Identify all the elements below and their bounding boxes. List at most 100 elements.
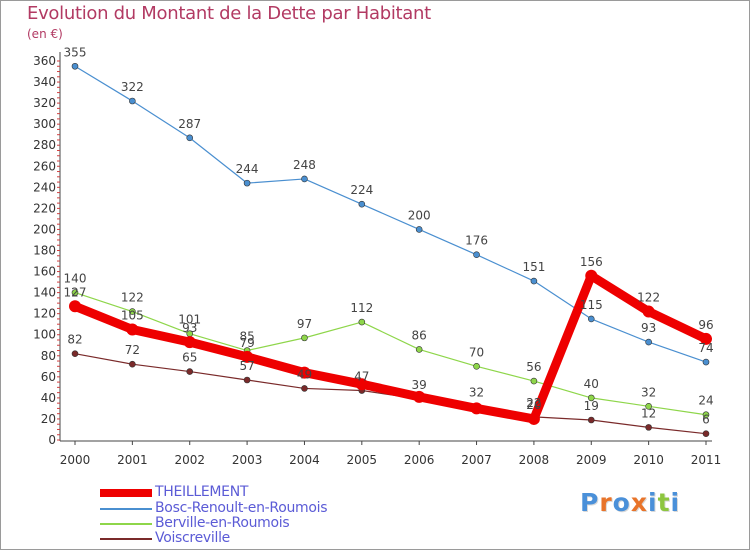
- data-label: 65: [182, 351, 197, 365]
- data-label: 224: [350, 183, 373, 197]
- data-label: 32: [641, 385, 656, 399]
- data-point: [126, 323, 139, 336]
- data-label: 127: [64, 285, 87, 299]
- data-label: 122: [121, 291, 144, 305]
- logo-letter: r: [599, 488, 613, 517]
- y-tick-label: 40: [41, 391, 56, 405]
- data-point: [243, 179, 251, 187]
- x-tick-label: 2007: [461, 453, 492, 467]
- data-label: 248: [293, 158, 316, 172]
- data-label: 74: [698, 341, 713, 355]
- data-point: [587, 315, 595, 323]
- legend-label: Voiscreville: [155, 530, 230, 546]
- data-label: 40: [584, 377, 599, 391]
- data-label: 287: [178, 117, 201, 131]
- x-tick-label: 2000: [60, 453, 91, 467]
- data-point: [69, 300, 81, 313]
- data-label: 82: [67, 333, 82, 347]
- data-label: 101: [178, 313, 201, 327]
- data-label: 115: [580, 298, 603, 312]
- data-label: 49: [297, 367, 312, 381]
- series-line-bosc-renoult-en-roumois: [74, 65, 707, 363]
- data-label: 86: [412, 328, 427, 342]
- y-tick-label: 140: [33, 286, 56, 300]
- data-label: 85: [239, 330, 254, 344]
- legend-swatch: [100, 523, 152, 525]
- y-tick-label: 120: [33, 307, 56, 321]
- data-label: 22: [526, 396, 541, 410]
- y-tick-label: 220: [33, 201, 56, 215]
- x-tick-label: 2008: [519, 453, 550, 467]
- series-line-berville-en-roumois: [74, 292, 707, 416]
- data-label: 156: [580, 255, 603, 269]
- data-point: [301, 334, 308, 342]
- data-label: 200: [408, 208, 431, 222]
- data-label: 72: [125, 343, 140, 357]
- data-label: 97: [297, 317, 312, 331]
- data-point: [530, 377, 538, 385]
- data-label: 6: [702, 413, 710, 427]
- legend-label: THEILLEMENT: [155, 484, 249, 500]
- logo-letter: t: [657, 488, 671, 517]
- data-label: 244: [236, 162, 259, 176]
- data-label: 93: [182, 321, 197, 335]
- data-label: 112: [350, 301, 373, 315]
- data-point: [585, 269, 598, 282]
- y-tick-label: 80: [41, 349, 56, 363]
- data-point: [527, 412, 540, 425]
- data-label: 70: [469, 345, 484, 359]
- data-label: 105: [121, 308, 144, 322]
- data-label: 151: [522, 260, 545, 274]
- data-point: [645, 424, 652, 431]
- legend-label: Bosc-Renoult-en-Roumois: [155, 500, 328, 516]
- data-point: [358, 318, 366, 326]
- x-tick-label: 2004: [289, 453, 320, 467]
- data-point: [241, 350, 254, 363]
- data-label: 355: [64, 45, 87, 59]
- legend-swatch: [100, 538, 152, 540]
- logo-letter: x: [630, 488, 648, 517]
- data-label: 19: [584, 399, 599, 413]
- data-label: 56: [526, 360, 541, 374]
- data-point: [587, 416, 595, 424]
- data-label: 140: [64, 272, 87, 286]
- y-tick-label: 360: [33, 54, 56, 68]
- data-point: [71, 62, 79, 70]
- data-point: [645, 403, 652, 410]
- logo-letter: i: [648, 488, 658, 517]
- data-point: [129, 97, 136, 105]
- data-point: [243, 376, 251, 384]
- data-label: 93: [641, 321, 656, 335]
- data-point: [301, 385, 308, 392]
- unit-label: (en €): [27, 27, 63, 41]
- chart-title: Evolution du Montant de la Dette par Hab…: [27, 3, 431, 24]
- y-tick-label: 20: [41, 412, 56, 426]
- data-point: [415, 346, 423, 353]
- y-tick-label: 280: [33, 138, 56, 152]
- data-label: 96: [698, 318, 713, 332]
- x-tick-label: 2001: [117, 453, 148, 467]
- x-tick-label: 2009: [576, 453, 607, 467]
- data-label: 12: [641, 406, 656, 420]
- y-tick-label: 300: [33, 117, 56, 131]
- data-point: [702, 430, 710, 437]
- y-tick-label: 200: [33, 222, 56, 236]
- data-point: [413, 390, 426, 403]
- data-label: 39: [412, 378, 427, 392]
- data-point: [702, 358, 710, 366]
- data-point: [645, 338, 652, 346]
- x-tick-label: 2003: [232, 453, 263, 467]
- x-tick-label: 2006: [404, 453, 435, 467]
- data-point: [355, 378, 368, 391]
- data-label: 176: [465, 234, 488, 248]
- legend-swatch: [100, 489, 152, 497]
- data-point: [358, 200, 366, 208]
- data-point: [473, 363, 480, 370]
- y-tick-label: 180: [33, 244, 56, 258]
- logo-letter: i: [670, 488, 681, 517]
- data-point: [183, 336, 196, 349]
- data-label: 32: [469, 385, 484, 399]
- x-tick-label: 2010: [633, 453, 664, 467]
- legend-swatch: [100, 508, 152, 510]
